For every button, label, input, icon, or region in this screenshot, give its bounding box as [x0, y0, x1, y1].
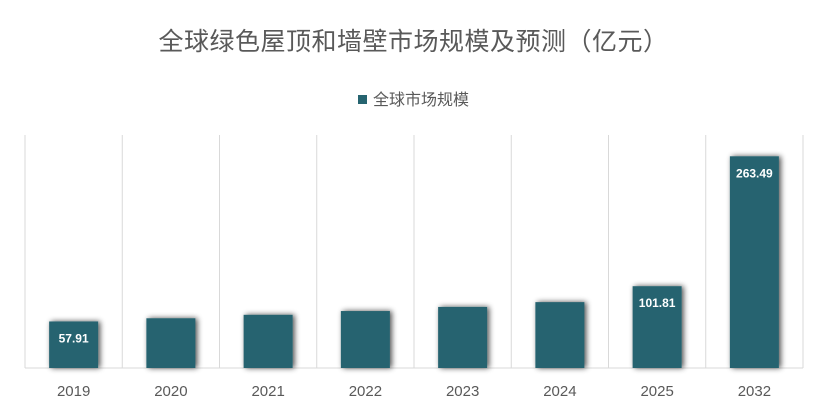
data-label-2025: 101.81 [639, 296, 676, 310]
x-tick-label: 2024 [543, 383, 576, 400]
bar-2023 [438, 306, 488, 368]
x-tick-label: 2025 [640, 383, 673, 400]
x-tick-label: 2022 [349, 383, 382, 400]
bar-2021 [243, 314, 293, 368]
x-tick-label: 2019 [57, 383, 90, 400]
x-axis-ticks: 2019 2020 2021 2022 2023 2024 2025 2032 [57, 383, 771, 400]
legend-swatch [357, 95, 367, 104]
chart-legend: 全球市场规模 [0, 86, 827, 110]
chart-title: 全球绿色屋顶和墙壁市场规模及预测（亿元） [158, 27, 669, 56]
bar-2032 [729, 156, 779, 368]
legend-label: 全球市场规模 [372, 90, 469, 109]
bar-2019 [49, 321, 99, 368]
bar-2022 [340, 311, 390, 368]
bar-2020 [146, 318, 196, 368]
x-tick-label: 2032 [738, 383, 771, 400]
bars [49, 156, 779, 368]
gridlines [24, 135, 804, 369]
data-label-2019: 57.91 [59, 331, 89, 345]
data-labels: 57.91 101.81 263.49 [59, 166, 773, 345]
x-tick-label: 2020 [154, 383, 187, 400]
x-tick-label: 2021 [251, 383, 284, 400]
bar-2024 [535, 302, 585, 368]
data-label-2032: 263.49 [736, 166, 773, 180]
bar-2025 [632, 286, 682, 368]
x-tick-label: 2023 [446, 383, 479, 400]
